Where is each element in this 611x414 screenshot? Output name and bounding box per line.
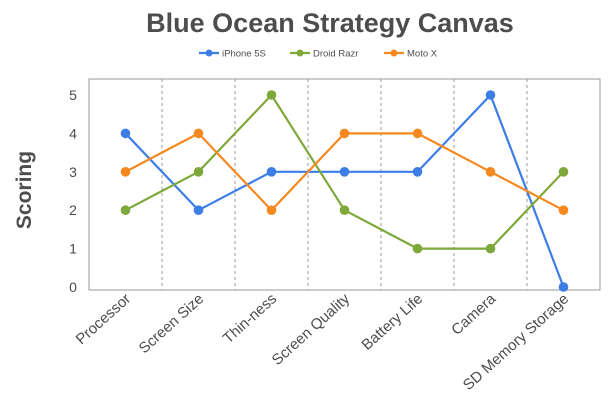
data-point [266, 90, 277, 100]
y-tick-label: 0 [69, 279, 77, 295]
chart-title: Blue Ocean Strategy Canvas [146, 8, 514, 38]
legend-label: iPhone 5S [222, 49, 266, 60]
y-tick-label: 2 [69, 202, 77, 218]
data-point [485, 243, 496, 254]
y-tick-label: 1 [69, 241, 77, 257]
data-point [485, 167, 496, 177]
x-tick-label: Thin-ness [220, 290, 280, 347]
y-tick-label: 3 [69, 164, 77, 180]
data-point [120, 167, 131, 177]
plot-area: 0 1 2 3 4 5 Processor Screen Size Thin-nessScree… [69, 78, 601, 394]
data-point [558, 205, 569, 215]
legend-label: Droid Razr [313, 49, 358, 60]
plot-frame [88, 78, 601, 291]
data-point [193, 167, 204, 177]
data-point [485, 90, 496, 100]
data-point [120, 128, 131, 139]
x-tick-label: Battery Life [358, 290, 426, 353]
series-line [124, 93, 565, 288]
data-point [412, 243, 423, 254]
data-point [193, 205, 204, 215]
data-point [558, 167, 569, 177]
data-point [339, 167, 350, 177]
y-tick-label: 4 [69, 125, 77, 141]
legend: iPhone 5S Droid Razr Moto X [199, 49, 438, 60]
y-tick-label: 5 [69, 87, 77, 103]
data-point [266, 167, 277, 177]
y-axis-title: Scoring [13, 151, 36, 229]
legend-marker [205, 49, 213, 57]
data-point [266, 205, 277, 215]
data-point [193, 128, 204, 139]
x-tick-label: Camera [448, 290, 500, 339]
data-point [412, 167, 423, 177]
data-point [412, 128, 423, 139]
legend-marker [296, 49, 304, 57]
data-point [558, 282, 569, 292]
data-point [120, 205, 131, 215]
x-tick-label: Processor [73, 290, 135, 348]
legend-label: Moto X [407, 49, 438, 60]
data-point [339, 128, 350, 139]
data-point [339, 205, 350, 215]
x-tick-label: Screen Size [136, 290, 207, 357]
legend-marker [390, 49, 398, 57]
x-tick-label: Screen Quality [269, 290, 354, 369]
